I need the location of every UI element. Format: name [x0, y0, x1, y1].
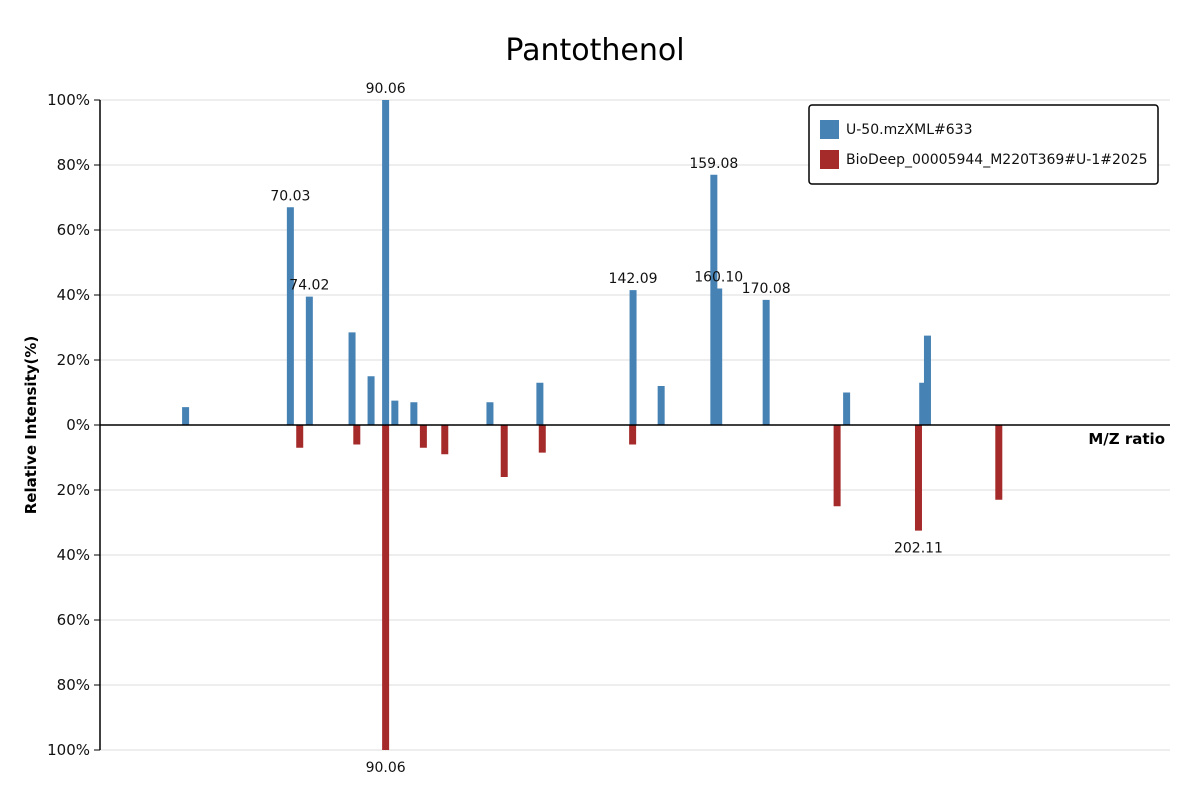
- spectrum-peak-bar: [923, 335, 931, 425]
- legend-swatch-series-1: [820, 120, 839, 139]
- spectrum-peak-bar: [762, 299, 770, 425]
- spectrum-peak-bar: [843, 392, 851, 425]
- legend-label-series-1: U-50.mzXML#633: [846, 122, 972, 138]
- spectrum-peak-bar: [348, 332, 356, 425]
- legend-box: [808, 104, 1159, 185]
- spectrum-peak-bar: [657, 386, 665, 425]
- spectrum-peak-bar: [182, 407, 190, 425]
- spectrum-peak-bar: [914, 425, 922, 531]
- y-tick-label: 60%: [57, 221, 90, 239]
- peak-label: 70.03: [270, 188, 310, 204]
- peak-label: 142.09: [609, 271, 658, 287]
- spectrum-peak-bar: [629, 290, 637, 425]
- peak-label: 74.02: [289, 278, 329, 294]
- spectrum-peak-bar: [410, 402, 418, 425]
- spectrum-peak-bar: [382, 425, 390, 750]
- spectrum-peak-bar: [629, 425, 637, 445]
- spectrum-peak-bar: [391, 400, 399, 425]
- spectrum-peak-bar: [441, 425, 449, 455]
- spectrum-peak-bar: [715, 288, 723, 425]
- peak-label: 170.08: [742, 281, 791, 297]
- spectrum-peak-bar: [305, 296, 313, 425]
- y-tick-label: 0%: [66, 416, 90, 434]
- y-axis-label: Relative Intensity(%): [22, 336, 40, 515]
- y-tick-label: 40%: [57, 546, 90, 564]
- spectrum-peak-bar: [353, 425, 361, 445]
- y-tick-label: 20%: [57, 481, 90, 499]
- spectrum-peak-bar: [710, 174, 718, 425]
- spectrum-peak-bar: [833, 425, 841, 507]
- legend-label-series-2: BioDeep_00005944_M220T369#U-1#2025: [846, 152, 1148, 168]
- y-tick-label: 80%: [57, 676, 90, 694]
- spectrum-peak-bar: [500, 425, 508, 477]
- y-tick-label: 20%: [57, 351, 90, 369]
- legend-swatch-series-2: [820, 150, 839, 169]
- spectrum-peak-bar: [486, 402, 494, 425]
- spectrum-peak-bar: [536, 382, 544, 425]
- x-axis-label: M/Z ratio: [1088, 430, 1165, 448]
- spectrum-peak-bar: [367, 376, 375, 425]
- peak-label: 160.10: [694, 270, 743, 286]
- y-tick-label: 100%: [47, 91, 90, 109]
- peak-label: 202.11: [894, 541, 943, 557]
- spectrum-peak-bar: [538, 425, 546, 453]
- axis-layer: [99, 100, 1170, 750]
- spectrum-peak-bar: [382, 100, 390, 425]
- spectrum-peak-bar: [419, 425, 427, 448]
- legend: U-50.mzXML#633 BioDeep_00005944_M220T369…: [808, 104, 1159, 185]
- y-tick-label: 80%: [57, 156, 90, 174]
- chart-title: Pantothenol: [505, 33, 684, 68]
- spectrum-peak-bar: [286, 207, 294, 425]
- peak-label: 159.08: [689, 156, 738, 172]
- peak-label: 90.06: [366, 81, 406, 97]
- y-tick-labels: 100% 80% 60% 40% 20% 0% 20% 40% 60% 80% 100%: [47, 91, 100, 759]
- spectrum-peak-bar: [296, 425, 304, 448]
- bar-layer: [182, 100, 1003, 750]
- peak-label: 90.06: [366, 760, 406, 776]
- y-tick-label: 40%: [57, 286, 90, 304]
- y-tick-label: 60%: [57, 611, 90, 629]
- spectrum-peak-bar: [919, 382, 927, 425]
- spectrum-peak-bar: [995, 425, 1003, 500]
- y-tick-label: 100%: [47, 741, 90, 759]
